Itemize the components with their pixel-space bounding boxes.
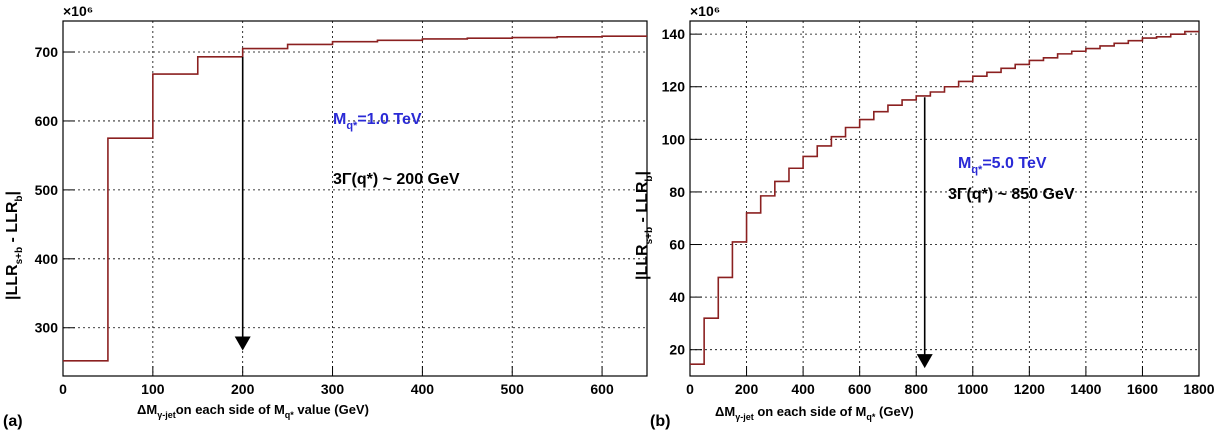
width-annotation-a: 3Γ(q*) ~ 200 GeV <box>333 171 460 188</box>
ticks-b: 0 200 400 600 800 1000 1200 1400 1600 1800 20 40 60 8… <box>662 26 1215 397</box>
exponent-label-b: ×10⁶ <box>690 3 720 19</box>
y-tick-label: 120 <box>662 79 686 95</box>
x-tick-label: 1600 <box>1127 381 1158 397</box>
arrow-b <box>916 97 933 369</box>
y-tick-label: 100 <box>662 131 686 147</box>
arrow-head <box>234 336 251 351</box>
y-tick-label: 40 <box>669 289 685 305</box>
y-tick-label: 600 <box>35 113 59 129</box>
y-tick-label: 140 <box>662 26 686 42</box>
y-axis-label-a: |LLRs+b - LLRb| <box>4 191 25 300</box>
y-tick-label: 60 <box>669 237 685 253</box>
x-tick-label: 1400 <box>1070 381 1101 397</box>
x-tick-label: 200 <box>231 381 255 397</box>
arrow-a <box>234 56 251 351</box>
x-tick-label: 500 <box>501 381 525 397</box>
x-tick-label: 300 <box>321 381 345 397</box>
x-tick-label: 1000 <box>957 381 988 397</box>
plot-frame-a <box>62 20 648 377</box>
y-tick-label: 80 <box>669 184 685 200</box>
x-tick-label: 0 <box>686 381 694 397</box>
plot-frame-b <box>689 20 1200 377</box>
panel-label-a: (a) <box>3 413 23 430</box>
x-tick-label: 600 <box>848 381 872 397</box>
histogram-b <box>690 30 1199 365</box>
x-axis-label-b: ΔMγ-jet on each side of Mq* (GeV) <box>715 404 914 422</box>
y-tick-label: 500 <box>35 182 59 198</box>
mass-annotation-a: Mq*=1.0 TeV <box>333 111 422 132</box>
histogram-a <box>63 35 647 362</box>
chart-panel-b: 0 200 400 600 800 1000 1200 1400 1600 1800 20 40 60 8… <box>634 3 1215 430</box>
arrow-head <box>916 354 933 369</box>
x-tick-label: 0 <box>59 381 67 397</box>
y-tick-label: 300 <box>35 320 59 336</box>
x-tick-label: 100 <box>141 381 165 397</box>
x-tick-label: 400 <box>791 381 815 397</box>
grid-b <box>690 21 1199 376</box>
width-annotation-b: 3Γ(q*) ~ 850 GeV <box>948 186 1075 203</box>
x-axis-label-a: ΔMγ-jeton each side of Mq* value (GeV) <box>137 402 369 420</box>
y-tick-label: 20 <box>669 342 685 358</box>
ticks-a: 0 100 200 300 400 500 600 300 400 500 600 700 <box>35 44 614 397</box>
x-tick-label: 200 <box>735 381 759 397</box>
y-tick-label: 700 <box>35 44 59 60</box>
x-tick-label: 600 <box>590 381 614 397</box>
exponent-label-a: ×10⁶ <box>63 3 93 19</box>
x-tick-label: 1200 <box>1014 381 1045 397</box>
y-axis-label-b: |LLRs+b - LLRb| <box>634 171 655 280</box>
x-tick-label: 400 <box>411 381 435 397</box>
histogram-line <box>690 30 1199 365</box>
histogram-line <box>63 35 647 362</box>
grid-a <box>63 21 647 376</box>
x-tick-label: 800 <box>905 381 929 397</box>
mass-annotation-b: Mq*=5.0 TeV <box>958 155 1047 176</box>
panel-label-b: (b) <box>650 413 670 430</box>
x-tick-label: 1800 <box>1183 381 1214 397</box>
y-tick-label: 400 <box>35 251 59 267</box>
